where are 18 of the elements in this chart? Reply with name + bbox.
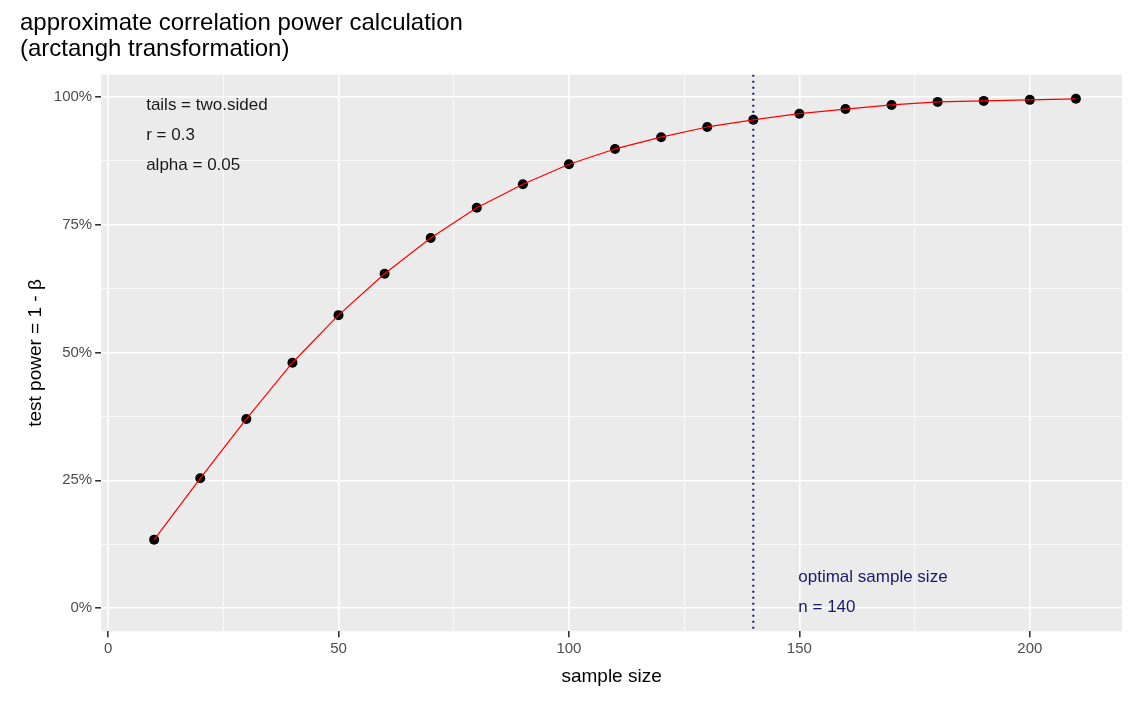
- chart-title: approximate correlation power calculation (arctangh transformation): [20, 7, 463, 62]
- y-tick-label: 50%: [62, 342, 93, 360]
- annotation: tails = two.sided: [146, 95, 268, 115]
- x-tick-label: 100: [556, 639, 582, 657]
- x-axis-title: sample size: [561, 664, 662, 686]
- annotation: r = 0.3: [146, 125, 195, 145]
- y-tick-label: 0%: [70, 598, 93, 616]
- y-tick-label: 75%: [62, 214, 93, 232]
- x-tick-label: 50: [330, 639, 347, 657]
- x-tick-label: 150: [786, 639, 812, 657]
- x-tick-label: 0: [103, 639, 113, 657]
- y-tick-label: 25%: [62, 470, 93, 488]
- ref-line-label: optimal sample size n = 140: [798, 566, 948, 616]
- point: [149, 534, 160, 545]
- y-axis-title: test power = 1 - β: [23, 279, 45, 427]
- y-tick-label: 100%: [53, 86, 93, 104]
- x-tick-label: 200: [1017, 639, 1043, 657]
- annotation: alpha = 0.05: [146, 155, 241, 175]
